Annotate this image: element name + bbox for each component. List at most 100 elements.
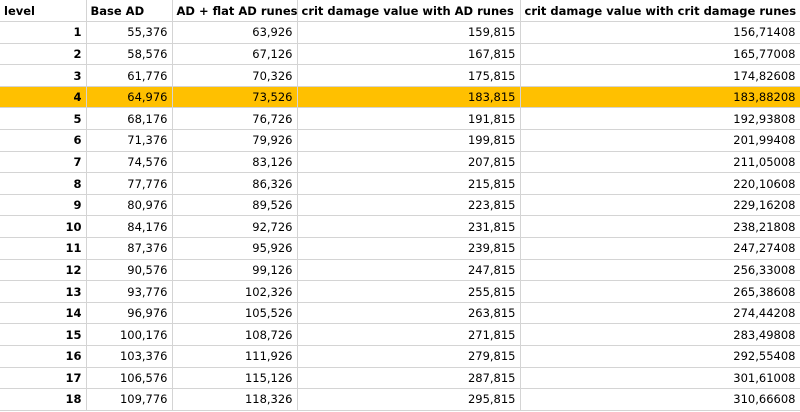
cell-base-ad[interactable]: 96,976 [86,302,173,325]
cell-level[interactable]: 1 [0,21,87,44]
table-row: 3 61,776 70,326 175,815 174,82608 [0,64,800,87]
table-row: 12 90,576 99,126 247,815 256,33008 [0,259,800,282]
cell-crit-damage-runes[interactable]: 265,38608 [520,280,800,303]
cell-ad-flat-runes[interactable]: 70,326 [172,64,298,87]
cell-ad-flat-runes[interactable]: 92,726 [172,215,298,239]
cell-crit-damage-runes[interactable]: 274,44208 [520,302,800,325]
cell-level[interactable]: 15 [0,323,87,346]
cell-crit-ad-runes[interactable]: 247,815 [297,259,521,282]
cell-crit-damage-runes[interactable]: 156,71408 [520,21,800,44]
cell-ad-flat-runes[interactable]: 108,726 [172,323,298,346]
cell-crit-damage-runes[interactable]: 310,66608 [520,388,800,411]
cell-crit-damage-runes[interactable]: 238,21808 [520,215,800,239]
cell-ad-flat-runes[interactable]: 111,926 [172,345,298,368]
cell-crit-ad-runes[interactable]: 215,815 [297,172,521,195]
cell-crit-damage-runes[interactable]: 211,05008 [520,151,800,174]
cell-ad-flat-runes[interactable]: 79,926 [172,129,298,152]
cell-level[interactable]: 10 [0,215,87,239]
cell-base-ad[interactable]: 80,976 [86,194,173,217]
cell-ad-flat-runes[interactable]: 63,926 [172,21,298,44]
cell-level[interactable]: 16 [0,345,87,368]
cell-crit-ad-runes[interactable]: 159,815 [297,21,521,44]
cell-base-ad[interactable]: 68,176 [86,107,173,131]
cell-ad-flat-runes[interactable]: 105,526 [172,302,298,325]
cell-crit-ad-runes[interactable]: 295,815 [297,388,521,411]
header-ad-flat-runes[interactable]: AD + flat AD runes [172,0,298,23]
cell-crit-damage-runes[interactable]: 283,49808 [520,323,800,346]
header-crit-damage-runes[interactable]: crit damage value with crit damage runes [520,0,800,23]
cell-base-ad[interactable]: 74,576 [86,151,173,174]
cell-crit-damage-runes[interactable]: 301,61008 [520,367,800,390]
cell-crit-ad-runes[interactable]: 231,815 [297,215,521,239]
cell-ad-flat-runes[interactable]: 115,126 [172,367,298,390]
cell-crit-ad-runes[interactable]: 271,815 [297,323,521,346]
cell-crit-ad-runes[interactable]: 199,815 [297,129,521,152]
cell-level[interactable]: 9 [0,194,87,217]
cell-level[interactable]: 11 [0,237,87,260]
cell-crit-damage-runes[interactable]: 174,82608 [520,64,800,87]
cell-level[interactable]: 3 [0,64,87,87]
cell-level[interactable]: 14 [0,302,87,325]
cell-base-ad[interactable]: 103,376 [86,345,173,368]
cell-level[interactable]: 4 [0,86,87,109]
cell-level[interactable]: 17 [0,367,87,390]
cell-level[interactable]: 7 [0,151,87,174]
cell-crit-damage-runes[interactable]: 292,55408 [520,345,800,368]
table-row-highlighted: 4 64,976 73,526 183,815 183,88208 [0,86,800,109]
cell-base-ad[interactable]: 109,776 [86,388,173,411]
cell-base-ad[interactable]: 84,176 [86,215,173,239]
cell-level[interactable]: 2 [0,43,87,66]
cell-crit-damage-runes[interactable]: 220,10608 [520,172,800,195]
cell-ad-flat-runes[interactable]: 95,926 [172,237,298,260]
cell-level[interactable]: 6 [0,129,87,152]
cell-level[interactable]: 13 [0,280,87,303]
header-crit-ad-runes[interactable]: crit damage value with AD runes [297,0,521,23]
cell-base-ad[interactable]: 77,776 [86,172,173,195]
cell-level[interactable]: 8 [0,172,87,195]
cell-base-ad[interactable]: 55,376 [86,21,173,44]
cell-crit-damage-runes[interactable]: 256,33008 [520,259,800,282]
cell-crit-ad-runes[interactable]: 183,815 [297,86,521,109]
table-row: 5 68,176 76,726 191,815 192,93808 [0,107,800,131]
cell-crit-ad-runes[interactable]: 191,815 [297,107,521,131]
table-row: 2 58,576 67,126 167,815 165,77008 [0,43,800,66]
header-level[interactable]: level [0,0,87,23]
cell-crit-damage-runes[interactable]: 229,16208 [520,194,800,217]
cell-ad-flat-runes[interactable]: 99,126 [172,259,298,282]
cell-ad-flat-runes[interactable]: 102,326 [172,280,298,303]
cell-level[interactable]: 18 [0,388,87,411]
cell-ad-flat-runes[interactable]: 86,326 [172,172,298,195]
cell-base-ad[interactable]: 58,576 [86,43,173,66]
cell-crit-ad-runes[interactable]: 279,815 [297,345,521,368]
cell-crit-ad-runes[interactable]: 223,815 [297,194,521,217]
header-base-ad[interactable]: Base AD [86,0,173,23]
cell-base-ad[interactable]: 106,576 [86,367,173,390]
cell-base-ad[interactable]: 87,376 [86,237,173,260]
cell-crit-ad-runes[interactable]: 263,815 [297,302,521,325]
cell-ad-flat-runes[interactable]: 73,526 [172,86,298,109]
cell-crit-ad-runes[interactable]: 167,815 [297,43,521,66]
cell-crit-ad-runes[interactable]: 207,815 [297,151,521,174]
cell-base-ad[interactable]: 61,776 [86,64,173,87]
cell-crit-damage-runes[interactable]: 183,88208 [520,86,800,109]
cell-crit-damage-runes[interactable]: 247,27408 [520,237,800,260]
cell-crit-ad-runes[interactable]: 287,815 [297,367,521,390]
cell-crit-ad-runes[interactable]: 175,815 [297,64,521,87]
cell-base-ad[interactable]: 100,176 [86,323,173,346]
cell-crit-ad-runes[interactable]: 239,815 [297,237,521,260]
cell-level[interactable]: 12 [0,259,87,282]
cell-crit-damage-runes[interactable]: 201,99408 [520,129,800,152]
cell-crit-damage-runes[interactable]: 165,77008 [520,43,800,66]
cell-ad-flat-runes[interactable]: 83,126 [172,151,298,174]
cell-level[interactable]: 5 [0,107,87,131]
cell-base-ad[interactable]: 90,576 [86,259,173,282]
cell-ad-flat-runes[interactable]: 67,126 [172,43,298,66]
cell-ad-flat-runes[interactable]: 89,526 [172,194,298,217]
cell-ad-flat-runes[interactable]: 118,326 [172,388,298,411]
cell-base-ad[interactable]: 93,776 [86,280,173,303]
cell-crit-ad-runes[interactable]: 255,815 [297,280,521,303]
cell-crit-damage-runes[interactable]: 192,93808 [520,107,800,131]
cell-base-ad[interactable]: 64,976 [86,86,173,109]
cell-base-ad[interactable]: 71,376 [86,129,173,152]
cell-ad-flat-runes[interactable]: 76,726 [172,107,298,131]
